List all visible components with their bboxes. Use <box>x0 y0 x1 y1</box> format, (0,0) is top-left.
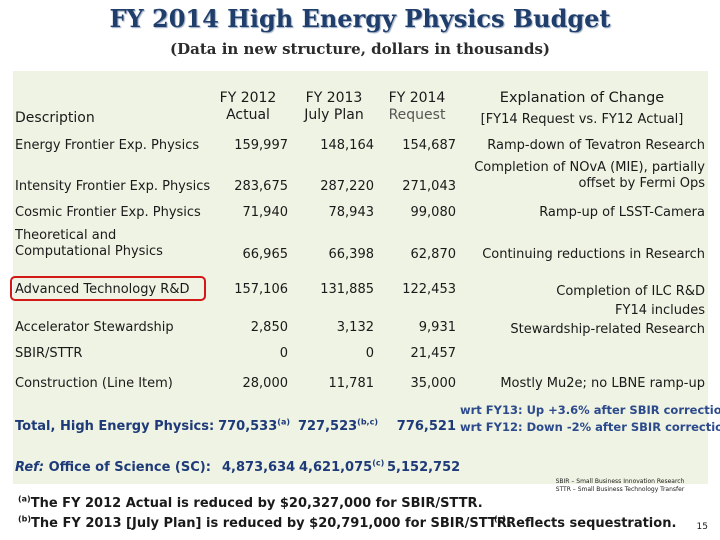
row-fy14: 154,687 <box>402 138 456 153</box>
row-fy14: 122,453 <box>402 282 456 297</box>
sbir-definitions: SBIR – Small Business Innovation Researc… <box>555 478 685 493</box>
row-fy14: 35,000 <box>410 376 457 391</box>
office-fy14: 5,152,752 <box>387 460 461 475</box>
row-fy12: 159,997 <box>234 138 288 153</box>
row-explanation: Ramp-up of LSST-Camera <box>539 205 705 220</box>
row-fy12: 157,106 <box>234 282 288 297</box>
total-fy13: 727,523(b,c) <box>297 417 378 434</box>
header-explanation: Explanation of Change [FY14 Request vs. … <box>480 90 684 127</box>
office-fy12: 4,873,634 <box>222 460 296 475</box>
row-fy13: 131,885 <box>320 282 374 297</box>
header-fy2014: FY 2014 Request <box>388 90 446 123</box>
row-fy14: 62,870 <box>410 247 457 262</box>
row-label: SBIR/STTR <box>15 346 83 361</box>
row-fy12: 0 <box>279 346 288 361</box>
row-label: Theoretical and Computational Physics <box>15 228 163 259</box>
row-fy12: 71,940 <box>242 205 289 220</box>
row-explanation: Completion of NOvA (MIE), partially offse… <box>474 160 705 191</box>
office-label: Ref: Office of Science (SC): <box>15 460 211 475</box>
total-explanation: wrt FY13: Up +3.6% after SBIR correction… <box>460 403 720 434</box>
row-label: Intensity Frontier Exp. Physics <box>15 179 211 194</box>
header-fy2013: FY 2013 July Plan <box>304 90 364 123</box>
total-fy14: 776,521 <box>396 419 456 434</box>
row-explanation: Mostly Mu2e; no LBNE ramp-up <box>500 376 705 391</box>
row-label: Cosmic Frontier Exp. Physics <box>15 205 201 220</box>
row-fy12: 283,675 <box>234 179 288 194</box>
row-fy13: 3,132 <box>336 320 374 335</box>
total-fy12: 770,533(a) <box>218 417 290 434</box>
row-fy13: 148,164 <box>320 138 374 153</box>
page-number: 15 <box>696 522 708 532</box>
row-fy13: 287,220 <box>320 179 374 194</box>
highlight-box <box>10 276 206 301</box>
row-label: Construction (Line Item) <box>15 376 173 391</box>
row-fy13: 11,781 <box>328 376 375 391</box>
header-description: Description <box>15 110 95 126</box>
row-explanation: Ramp-down of Tevatron Research <box>487 138 705 153</box>
page-title: FY 2014 High Energy Physics Budget <box>109 4 611 33</box>
footnote-a: (a)The FY 2012 Actual is reduced by $20,… <box>18 494 483 511</box>
row-fy14: 9,931 <box>418 320 456 335</box>
row-explanation: Completion of ILC R&D FY14 includes Stewar… <box>510 284 705 337</box>
row-label: Energy Frontier Exp. Physics <box>15 138 200 153</box>
row-fy14: 99,080 <box>410 205 457 220</box>
row-fy12: 2,850 <box>250 320 288 335</box>
row-label: Advanced Technology R&D <box>15 282 190 297</box>
row-fy12: 66,965 <box>242 247 289 262</box>
header-fy2012: FY 2012 Actual <box>219 90 277 123</box>
row-explanation: Continuing reductions in Research <box>482 247 705 262</box>
footnote-c: (c)Reflects sequestration. <box>494 514 677 531</box>
total-label: Total, High Energy Physics: <box>15 419 215 434</box>
row-fy13: 78,943 <box>328 205 375 220</box>
row-fy12: 28,000 <box>242 376 289 391</box>
row-label: Accelerator Stewardship <box>15 320 174 335</box>
row-fy14: 21,457 <box>410 346 457 361</box>
row-fy14: 271,043 <box>402 179 456 194</box>
row-fy13: 0 <box>365 346 374 361</box>
footnote-b: (b)The FY 2013 [July Plan] is reduced by… <box>18 514 512 531</box>
row-fy13: 66,398 <box>328 247 375 262</box>
office-fy13: 4,621,075(c) <box>299 458 385 475</box>
page-subtitle: (Data in new structure, dollars in thous… <box>170 40 550 58</box>
